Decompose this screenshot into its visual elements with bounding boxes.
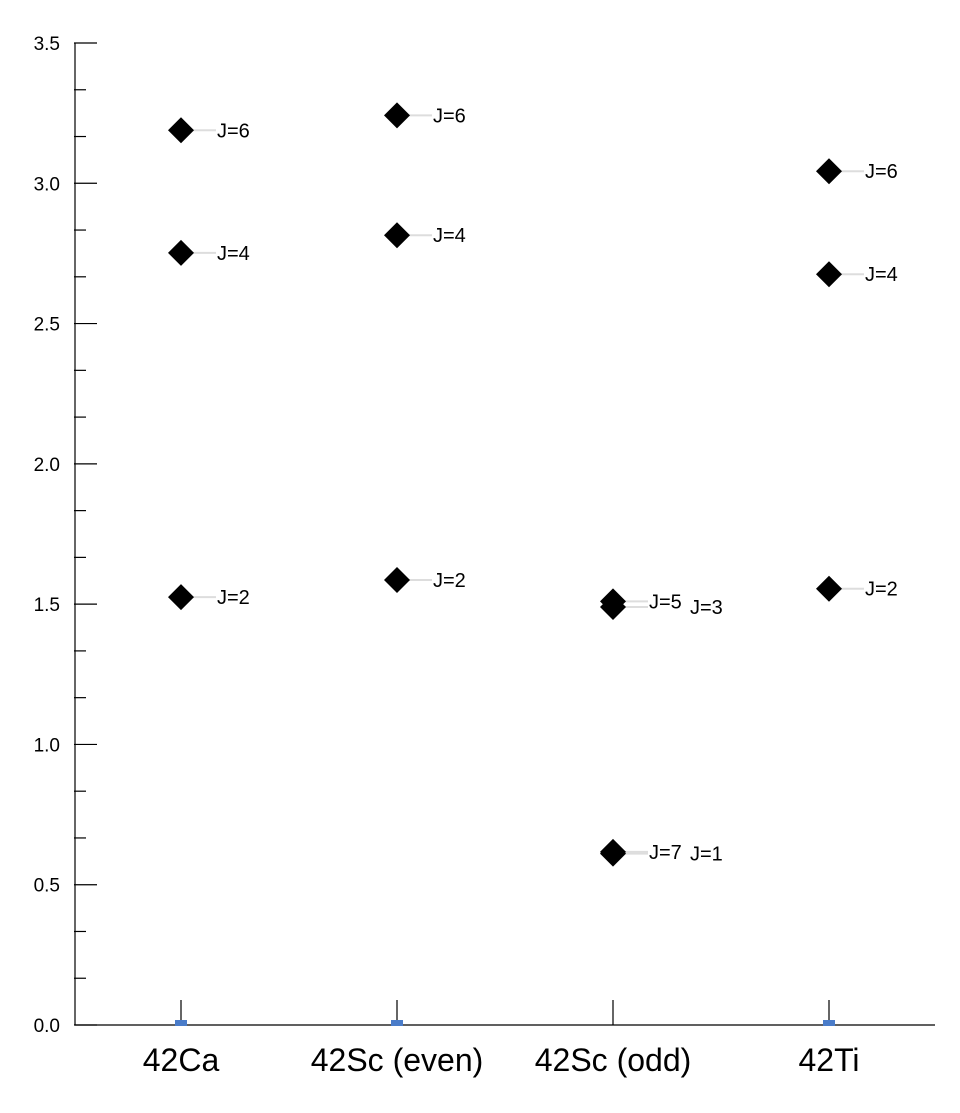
x-category-label: 42Sc (even)	[311, 1042, 484, 1078]
leader-lines	[181, 114, 864, 855]
level-label: J=6	[217, 120, 250, 142]
diamond-marker	[168, 584, 194, 611]
level-label: J=6	[433, 105, 466, 127]
level-label: J=2	[433, 570, 466, 592]
y-tick-label: 3.5	[34, 34, 60, 55]
level-label: J=2	[217, 587, 250, 609]
level-label: J=4	[865, 264, 898, 286]
level-label: J=7	[649, 842, 682, 864]
diamond-marker	[816, 261, 842, 288]
level-label: J=6	[865, 161, 898, 183]
level-label: J=4	[217, 243, 250, 265]
diamond-marker	[168, 117, 194, 144]
y-tick-label: 1.5	[34, 595, 60, 616]
y-tick-label: 2.0	[34, 455, 60, 476]
ground-state-marker	[175, 1020, 187, 1026]
ground-state-marker	[823, 1020, 835, 1026]
ground-state-marker	[391, 1020, 403, 1026]
y-tick-label: 3.0	[34, 174, 60, 195]
x-category-label: 42Sc (odd)	[535, 1042, 692, 1078]
y-tick-label: 0.5	[34, 876, 60, 897]
x-category-label: 42Ti	[798, 1042, 859, 1078]
diamond-marker	[384, 222, 410, 249]
level-label: J=2	[865, 579, 898, 601]
level-label: J=3	[690, 597, 723, 619]
level-label: J=4	[433, 225, 466, 247]
diamond-marker	[816, 158, 842, 185]
level-label: J=1	[690, 844, 723, 866]
diamond-marker	[600, 593, 626, 620]
diamond-marker	[384, 567, 410, 594]
y-tick-label: 2.5	[34, 315, 60, 336]
level-label: J=5	[649, 591, 682, 613]
diamond-marker	[168, 239, 194, 266]
axes: 0.0 0.5 1.0 1.5 2.0 2.5 3.0 3.5 42Ca 42Sc (even) 4…	[34, 34, 935, 1078]
x-category-label: 42Ca	[143, 1042, 220, 1078]
y-tick-label: 0.0	[34, 1016, 60, 1037]
y-tick-label: 1.0	[34, 735, 60, 756]
diamond-marker	[600, 840, 626, 867]
diamond-marker	[384, 102, 410, 129]
diamond-marker	[816, 575, 842, 602]
level-labels: J=6 J=4 J=2 J=6 J=4 J=2 J=5 J=3 J=7 J=1 J=6 J=4 J=2	[217, 105, 898, 865]
data-markers	[168, 102, 842, 1026]
